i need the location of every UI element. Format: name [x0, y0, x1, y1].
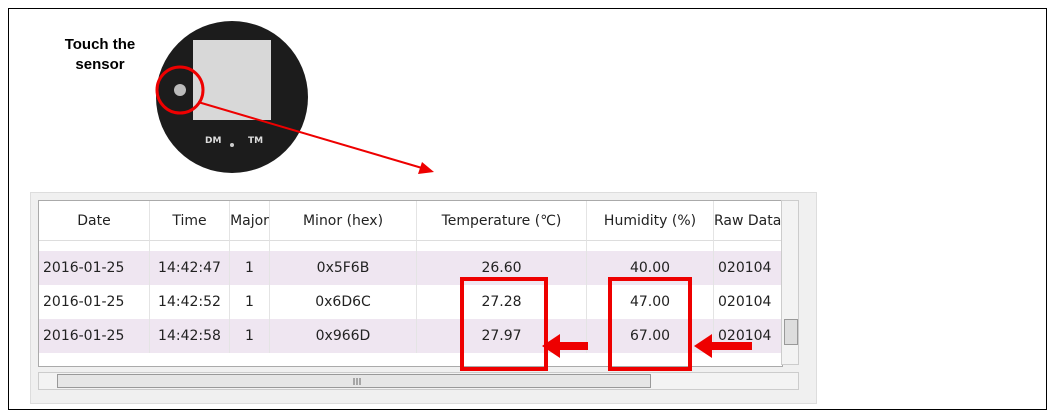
arrow-head — [418, 162, 434, 174]
table-cell: 020104 — [714, 251, 782, 285]
blank-cell — [150, 241, 230, 251]
column-header: Humidity (%) — [587, 201, 714, 241]
column-header: Major — [230, 201, 270, 241]
column-header: Temperature (℃) — [417, 201, 587, 241]
blank-cell — [714, 241, 782, 251]
table-cell: 1 — [230, 285, 270, 319]
table-cell: 27.28 — [417, 285, 587, 319]
device-label: DM — [205, 136, 221, 146]
sensor-button — [174, 84, 186, 96]
table-cell: 14:42:58 — [150, 319, 230, 353]
table-panel: Date Time Major Minor (hex) Temperature (℃) H… — [30, 192, 817, 404]
blank-cell — [270, 241, 417, 251]
grip — [353, 378, 361, 385]
h-thumb[interactable] — [57, 374, 651, 388]
table-cell: 26.60 — [417, 251, 587, 285]
column-header: Raw Data — [714, 201, 782, 241]
illustration: DM TM — [155, 21, 434, 174]
blank-cell — [230, 241, 270, 251]
device-label: TM — [248, 136, 263, 146]
data-grid: Date Time Major Minor (hex) Temperature (℃) H… — [38, 200, 783, 367]
blank-cell — [39, 241, 150, 251]
table-cell: 020104 — [714, 285, 782, 319]
table-cell: 2016-01-25 — [39, 285, 150, 319]
frame — [8, 8, 1047, 410]
table-cell: 47.00 — [587, 285, 714, 319]
column-header: Date — [39, 201, 150, 241]
v-scrollbar[interactable] — [781, 200, 799, 365]
table-cell: 020104 — [714, 319, 782, 353]
table-cell: 2016-01-25 — [39, 319, 150, 353]
table-cell: 40.00 — [587, 251, 714, 285]
sensor-pad — [193, 40, 271, 120]
caption-line: sensor — [75, 56, 125, 73]
blank-cell — [417, 241, 587, 251]
table-cell: 0x6D6C — [270, 285, 417, 319]
h-scrollbar[interactable] — [38, 372, 799, 390]
led — [230, 143, 234, 147]
table-cell: 0x966D — [270, 319, 417, 353]
highlight-circle — [155, 65, 205, 115]
table-cell: 1 — [230, 319, 270, 353]
blank-cell — [587, 241, 714, 251]
v-thumb[interactable] — [784, 319, 798, 345]
column-header: Minor (hex) — [270, 201, 417, 241]
table-cell: 14:42:47 — [150, 251, 230, 285]
caption-line: Touch the — [64, 36, 136, 53]
table-cell: 27.97 — [417, 319, 587, 353]
column-header: Time — [150, 201, 230, 241]
table-cell: 1 — [230, 251, 270, 285]
table-cell: 67.00 — [587, 319, 714, 353]
table-cell: 14:42:52 — [150, 285, 230, 319]
pointer-line — [197, 101, 423, 169]
table-cell: 2016-01-25 — [39, 251, 150, 285]
table-cell: 0x5F6B — [270, 251, 417, 285]
